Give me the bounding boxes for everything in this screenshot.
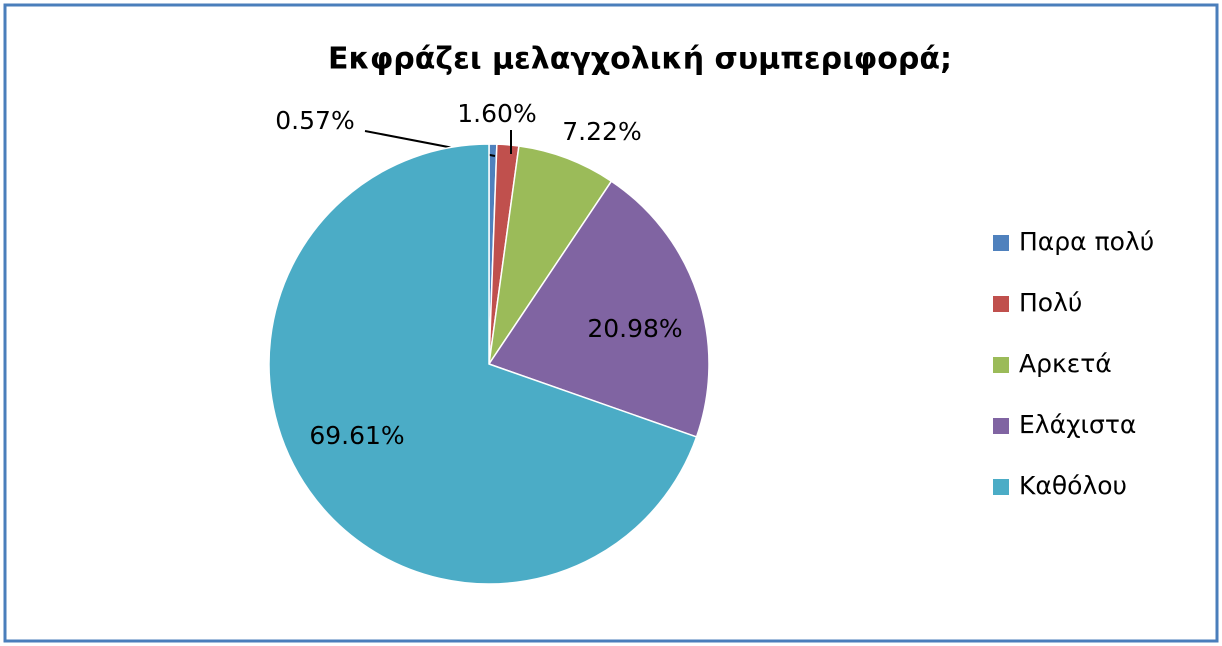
legend-swatch <box>993 479 1009 495</box>
legend-label: Ελάχιστα <box>1019 410 1136 439</box>
pie-slice <box>268 143 698 585</box>
data-label: 20.98% <box>587 314 682 343</box>
legend-swatch <box>993 296 1009 312</box>
legend-label: Καθόλου <box>1019 471 1127 500</box>
legend-label: Πολύ <box>1019 288 1082 317</box>
legend-label: Παρα πολύ <box>1019 227 1154 256</box>
data-label: 7.22% <box>562 117 641 146</box>
pie-slice <box>487 180 710 438</box>
legend-swatch <box>993 357 1009 373</box>
data-label: 1.60% <box>457 99 536 128</box>
data-label: 0.57% <box>275 106 354 135</box>
pie-slice <box>488 145 613 365</box>
legend-swatch <box>993 235 1009 251</box>
legend-label: Αρκετά <box>1019 349 1112 378</box>
data-label: 69.61% <box>309 421 404 450</box>
chart-title: Εκφράζει μελαγχολική συμπεριφορά; <box>328 42 952 77</box>
legend-swatch <box>993 418 1009 434</box>
